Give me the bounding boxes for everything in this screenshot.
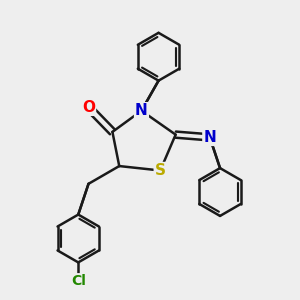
Text: N: N xyxy=(135,103,148,118)
Text: N: N xyxy=(203,130,216,145)
Text: Cl: Cl xyxy=(71,274,86,288)
Text: S: S xyxy=(155,163,166,178)
Text: O: O xyxy=(82,100,95,115)
